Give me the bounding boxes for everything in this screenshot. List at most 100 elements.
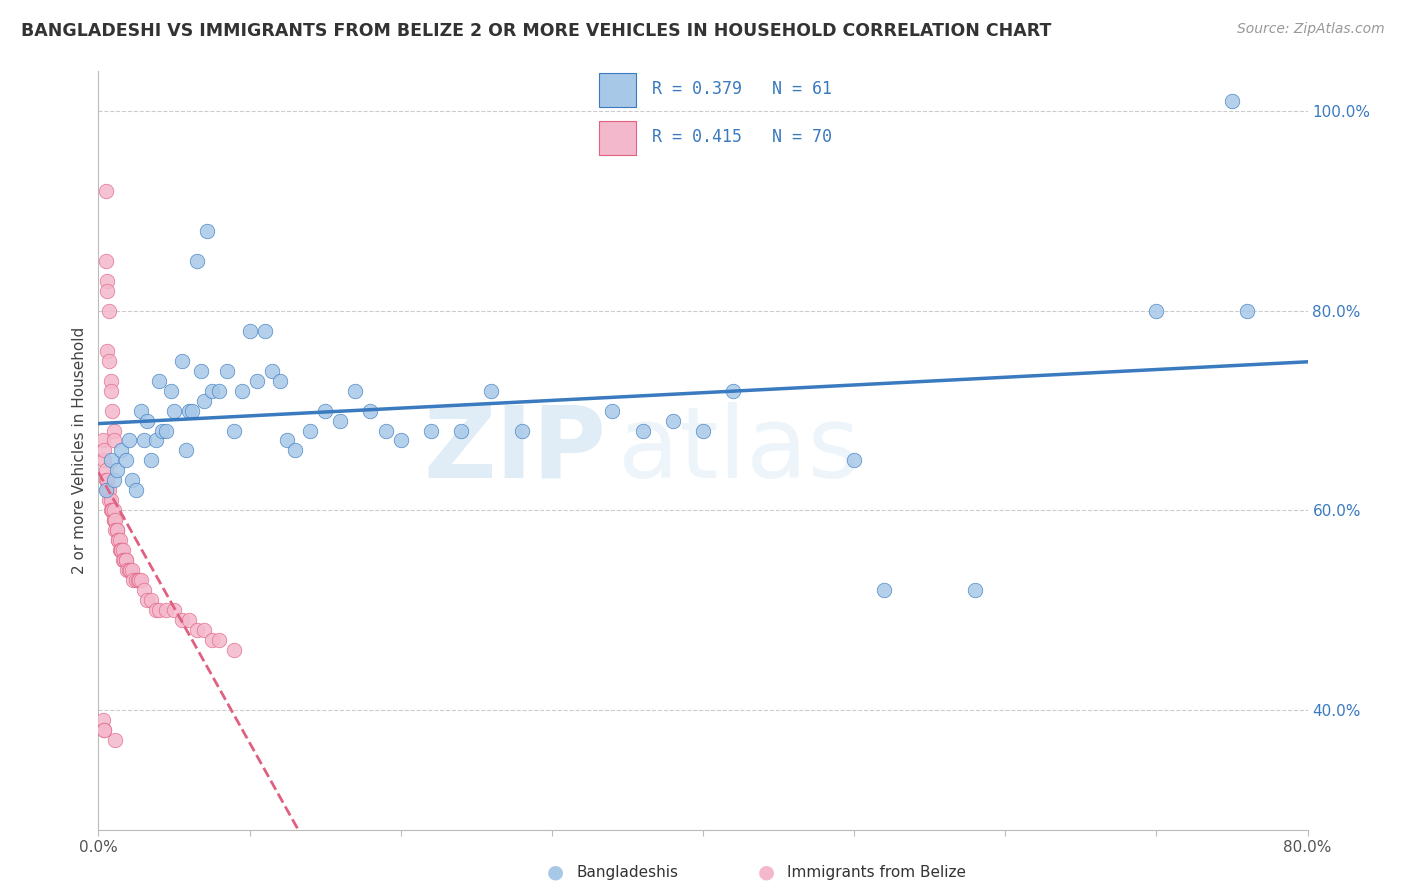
Point: [110, 443, 132, 458]
Point: [104, 513, 127, 527]
Point: [145, 603, 167, 617]
Text: Source: ZipAtlas.com: Source: ZipAtlas.com: [1237, 22, 1385, 37]
Point: [103, 513, 125, 527]
Point: [105, 463, 128, 477]
Text: ZIP: ZIP: [423, 402, 606, 499]
Point: [181, 403, 204, 417]
Point: [276, 434, 298, 448]
Text: R = 0.415   N = 70: R = 0.415 N = 70: [652, 128, 832, 146]
Point: [93, 723, 115, 737]
Point: [93, 443, 115, 458]
Point: [239, 324, 262, 338]
Point: [160, 384, 183, 398]
Point: [96, 474, 118, 488]
Point: [215, 364, 238, 378]
Point: [174, 443, 197, 458]
Point: [115, 563, 138, 577]
Point: [844, 453, 866, 467]
Text: atlas: atlas: [619, 402, 860, 499]
Point: [1144, 303, 1167, 318]
Point: [284, 443, 307, 458]
Point: [98, 303, 121, 318]
Point: [110, 543, 132, 558]
Point: [114, 553, 136, 567]
Point: [299, 424, 322, 438]
Point: [132, 434, 155, 448]
Point: [692, 424, 714, 438]
Point: [103, 503, 125, 517]
Point: [100, 453, 122, 467]
Point: [420, 424, 443, 438]
Point: [661, 413, 683, 427]
Point: [94, 184, 117, 198]
Point: [208, 633, 231, 648]
Point: [148, 603, 170, 617]
Point: [108, 543, 131, 558]
Point: [186, 623, 208, 637]
Point: [201, 384, 224, 398]
Point: [163, 403, 186, 417]
Point: [127, 573, 149, 587]
Point: [132, 583, 155, 598]
Point: [121, 474, 143, 488]
Point: [111, 553, 134, 567]
Point: [253, 324, 276, 338]
Point: [94, 483, 117, 498]
Point: [120, 563, 142, 577]
Point: [155, 424, 177, 438]
Point: [190, 364, 212, 378]
Point: [329, 413, 352, 427]
Point: [269, 374, 291, 388]
Point: [231, 384, 253, 398]
Point: [150, 424, 173, 438]
Point: [224, 643, 246, 657]
Point: [135, 593, 157, 607]
Point: [94, 254, 117, 268]
Point: [1220, 95, 1243, 109]
Point: [262, 364, 284, 378]
Point: [193, 623, 215, 637]
Point: [110, 543, 132, 558]
Point: [344, 384, 367, 398]
Point: [100, 493, 122, 508]
Point: [129, 573, 152, 587]
Point: [481, 384, 503, 398]
FancyBboxPatch shape: [599, 121, 636, 155]
Point: [94, 463, 117, 477]
Text: BANGLADESHI VS IMMIGRANTS FROM BELIZE 2 OR MORE VEHICLES IN HOUSEHOLD CORRELATIO: BANGLADESHI VS IMMIGRANTS FROM BELIZE 2 …: [21, 22, 1052, 40]
Point: [101, 503, 124, 517]
Point: [105, 523, 128, 537]
Point: [195, 224, 218, 238]
Point: [101, 403, 124, 417]
Point: [96, 284, 118, 298]
Text: Bangladeshis: Bangladeshis: [576, 865, 679, 880]
Point: [101, 503, 124, 517]
Text: ●: ●: [758, 863, 775, 882]
Point: [135, 413, 157, 427]
Point: [170, 353, 193, 368]
Point: [103, 474, 125, 488]
Point: [114, 553, 136, 567]
Point: [170, 613, 193, 627]
Text: ●: ●: [547, 863, 564, 882]
Point: [111, 543, 134, 558]
Point: [103, 513, 125, 527]
Point: [121, 563, 143, 577]
Point: [186, 254, 208, 268]
Point: [104, 732, 127, 747]
Point: [155, 603, 177, 617]
Point: [128, 573, 150, 587]
Point: [145, 434, 167, 448]
Point: [107, 533, 129, 548]
Point: [246, 374, 269, 388]
Point: [100, 503, 122, 517]
Point: [510, 424, 533, 438]
Point: [104, 523, 127, 537]
Point: [723, 384, 745, 398]
Point: [96, 274, 118, 288]
FancyBboxPatch shape: [599, 73, 636, 106]
Point: [114, 453, 136, 467]
Point: [141, 453, 163, 467]
Point: [105, 523, 128, 537]
Point: [91, 434, 114, 448]
